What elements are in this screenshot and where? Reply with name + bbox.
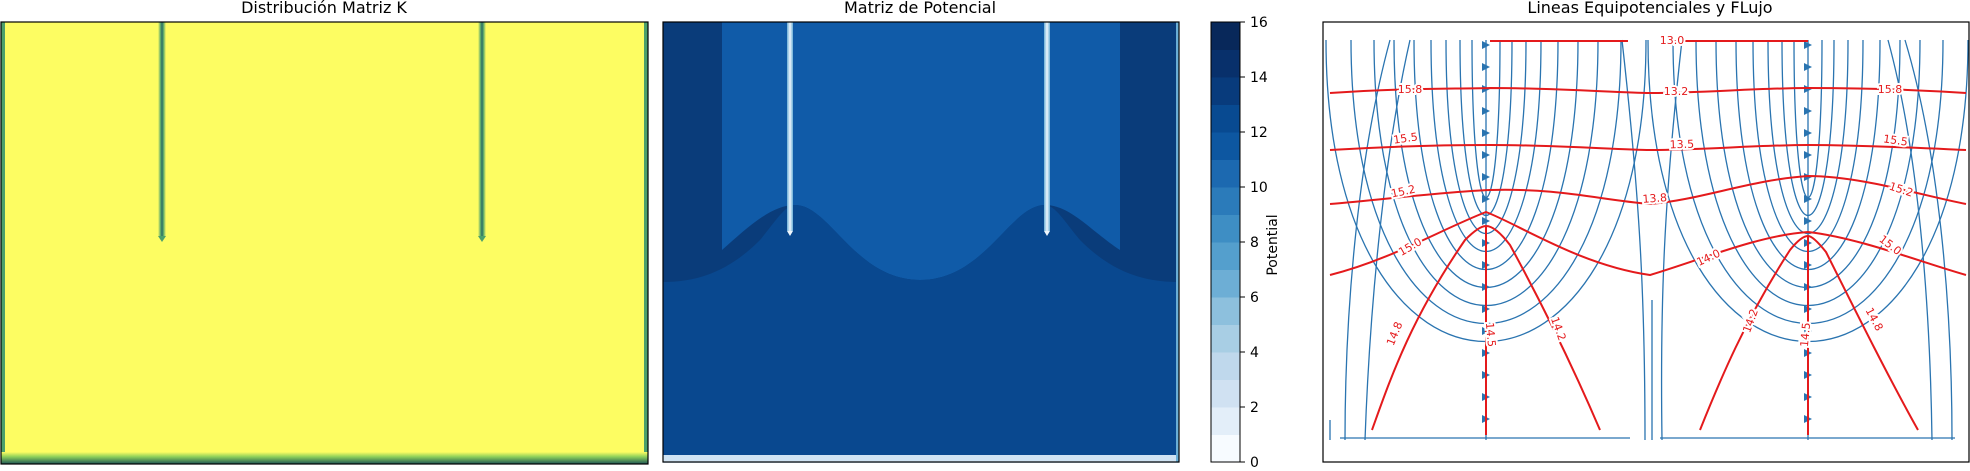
potential-edge-right	[1176, 22, 1179, 462]
flow-axes-frame	[1322, 21, 1970, 463]
contour-label: 15.8	[1398, 83, 1423, 96]
flow-arrow	[1804, 63, 1812, 71]
flow-arrow	[1482, 151, 1490, 159]
colorbar-band	[1211, 324, 1240, 353]
colorbar-tick-label: 6	[1250, 290, 1259, 306]
colorbar-tick-label: 12	[1250, 125, 1268, 141]
flow-arrow	[1804, 151, 1812, 159]
equipotential-line	[1329, 143, 1967, 152]
colorbar-tick-label: 2	[1250, 400, 1259, 416]
contour-label: 14.5	[1483, 322, 1498, 348]
potential-cutoff-tip	[1044, 231, 1050, 236]
contour-label: 15.5	[1392, 130, 1418, 146]
potential-panel: Matriz de Potencial	[662, 0, 1180, 463]
colorbar-band	[1211, 379, 1240, 408]
potential-middle-region	[722, 22, 1120, 280]
streamline	[1660, 39, 1683, 441]
potential-bottom-strip	[663, 455, 1179, 463]
equipotential-line	[1329, 174, 1967, 206]
streamlines	[1325, 39, 1969, 441]
contour-label: 13.5	[1669, 138, 1694, 152]
streamline	[1904, 39, 1953, 441]
contour-label: 15.8	[1878, 83, 1903, 96]
k-band-tip	[158, 236, 166, 242]
streamline	[1887, 39, 1933, 441]
flow-panel: Lineas Equipotenciales y FLujo 13.0 13.2 1…	[1322, 0, 1970, 463]
colorbar-band	[1211, 269, 1240, 298]
colorbar-tick-label: 0	[1250, 455, 1259, 471]
streamline	[1344, 39, 1391, 441]
equipotential-line	[1329, 86, 1967, 95]
potential-cutoff-tip	[787, 231, 793, 236]
equipotential-lines	[1329, 40, 1967, 435]
colorbar-tick-label: 14	[1250, 70, 1268, 86]
colorbar-tick-label: 10	[1250, 180, 1268, 196]
k-title: Distribución Matriz K	[241, 0, 407, 17]
flow-arrow	[1804, 129, 1812, 137]
colorbar-label: Potential	[1265, 214, 1281, 275]
k-band-low	[478, 22, 486, 236]
colorbar-ticks: 0 2 4 6 8 10 12 14 16	[1240, 15, 1268, 471]
colorbar-band	[1211, 159, 1240, 188]
flow-title: Lineas Equipotenciales y FLujo	[1527, 0, 1772, 17]
colorbar-band	[1211, 214, 1240, 243]
k-band-tip	[478, 236, 486, 242]
colorbar-band	[1211, 434, 1240, 463]
flow-arrow	[1482, 173, 1490, 181]
colorbar-band	[1211, 242, 1240, 270]
contour-label: 15.2	[1390, 183, 1417, 201]
colorbar-band	[1211, 297, 1240, 325]
potential-axes-frame	[662, 21, 1180, 463]
colorbar-band	[1211, 352, 1240, 380]
k-field-high	[1, 22, 648, 464]
flow-arrow	[1482, 129, 1490, 137]
k-edge-right	[644, 22, 648, 464]
streamline	[1621, 39, 1646, 441]
flow-arrow	[1804, 41, 1812, 49]
colorbar-band	[1211, 407, 1240, 435]
k-edge-left	[1, 22, 5, 464]
potential-cutoff-wall	[1044, 22, 1050, 231]
flow-arrow	[1482, 41, 1490, 49]
colorbar-band	[1211, 49, 1240, 78]
equipotential-line	[1329, 210, 1967, 277]
flow-arrow	[1804, 217, 1812, 225]
colorbar-band	[1211, 132, 1240, 160]
k-edge-bottom	[1, 452, 648, 464]
k-panel: Distribución Matriz K	[0, 0, 649, 465]
streamline	[1364, 39, 1411, 441]
colorbar-band	[1211, 22, 1240, 50]
colorbar-tick-label: 4	[1250, 345, 1259, 361]
colorbar-band	[1211, 77, 1240, 105]
contour-label: 13.2	[1664, 85, 1689, 98]
contour-label: 13.0	[1660, 34, 1685, 47]
potential-title: Matriz de Potencial	[844, 0, 996, 17]
colorbar-tick-label: 16	[1250, 15, 1268, 31]
flow-arrow	[1482, 107, 1490, 115]
colorbar-bands	[1211, 22, 1240, 463]
contour-label: 15.5	[1882, 132, 1908, 148]
flow-arrow	[1804, 107, 1812, 115]
contour-label: 14.5	[1798, 322, 1813, 348]
flow-arrow	[1482, 63, 1490, 71]
k-band-low	[158, 22, 166, 236]
flow-arrow	[1482, 217, 1490, 225]
colorbar-band	[1211, 187, 1240, 215]
colorbar-band	[1211, 104, 1240, 133]
potential-cutoff-wall	[787, 22, 793, 231]
colorbar-tick-label: 8	[1250, 235, 1259, 251]
flow-arrow	[1482, 195, 1490, 203]
k-axes-frame	[0, 21, 649, 465]
colorbar: 0 2 4 6 8 10 12 14 16 Potential	[1210, 15, 1281, 471]
contour-label: 13.8	[1642, 191, 1667, 206]
equipotential-line	[1485, 226, 1809, 435]
flow-arrow	[1804, 195, 1812, 203]
potential-lower-region	[663, 205, 1179, 462]
